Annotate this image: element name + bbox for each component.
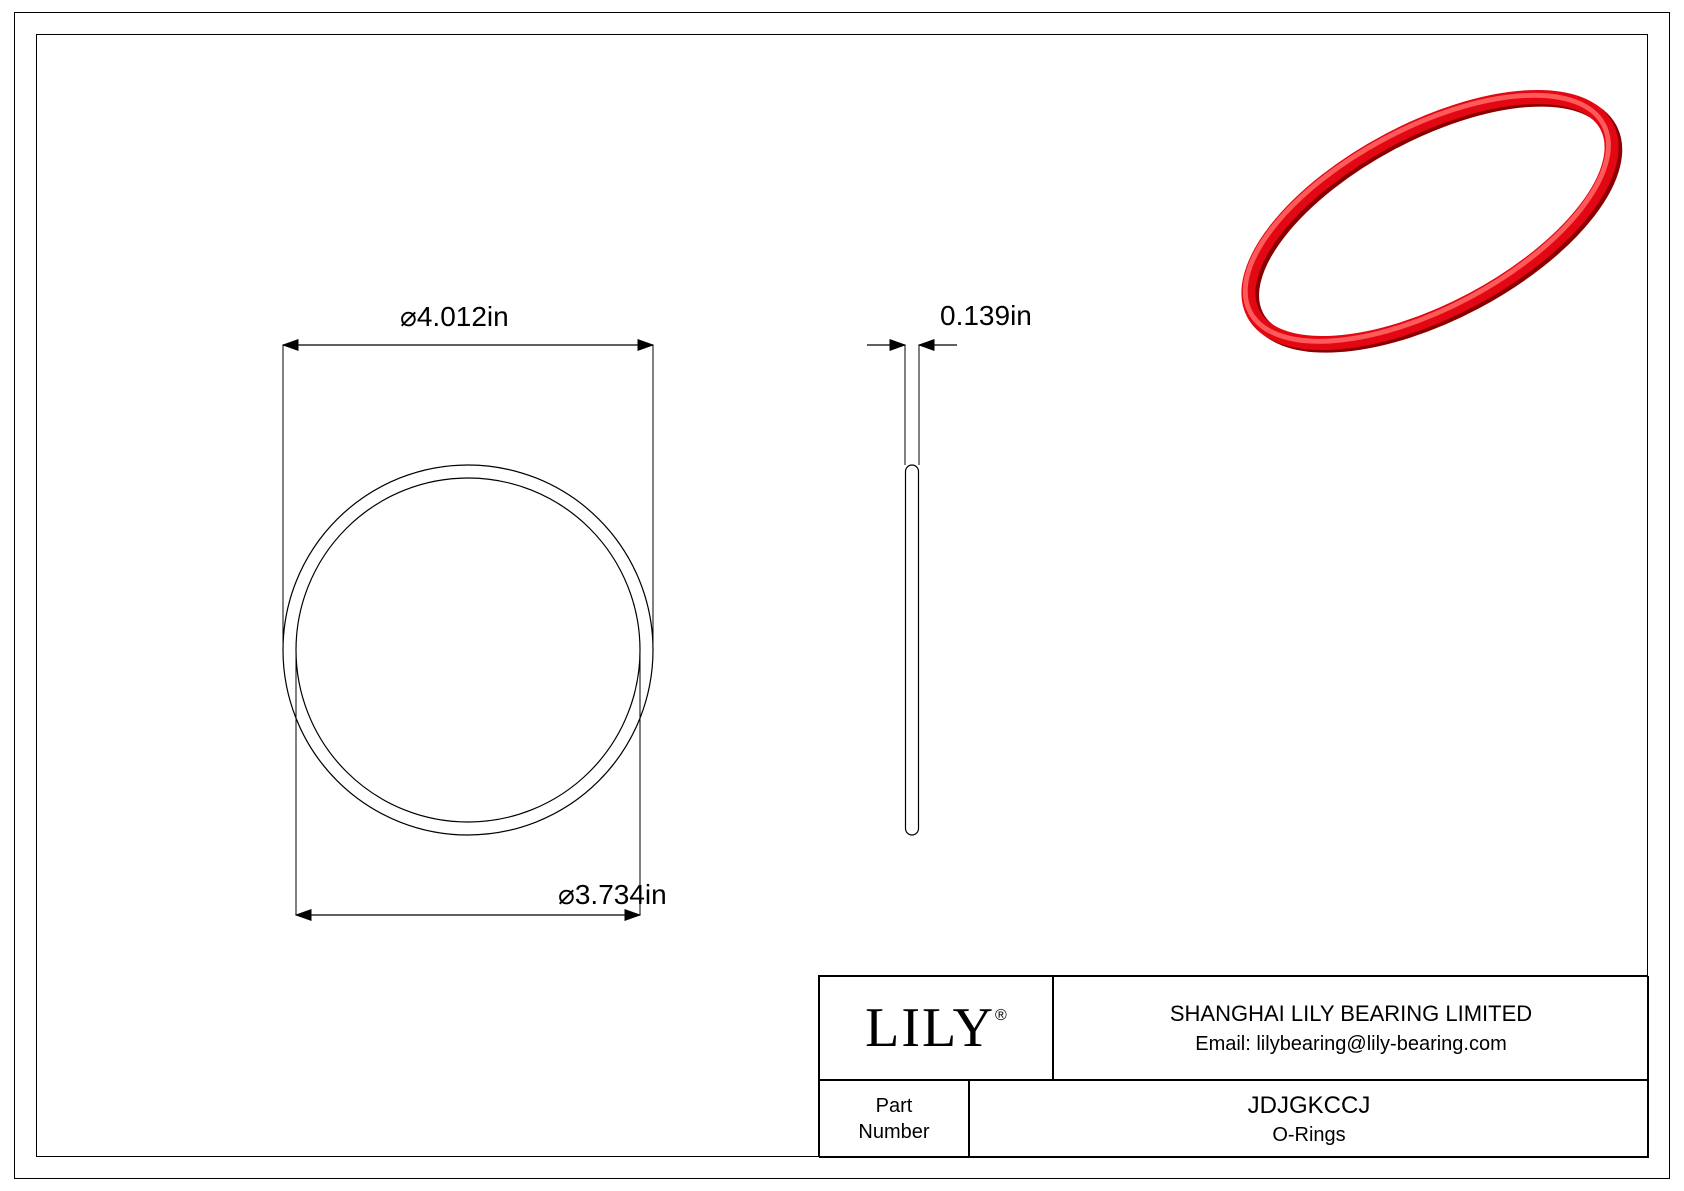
part-value-cell: JDJGKCCJ O-Rings — [969, 1080, 1649, 1158]
part-label-line1: Part — [876, 1093, 913, 1119]
logo-text: LILY® — [865, 996, 1007, 1060]
part-number: JDJGKCCJ — [1248, 1092, 1371, 1120]
isometric-oring — [1208, 43, 1653, 398]
inner-diameter-label: ⌀3.734in — [558, 878, 667, 911]
thickness-dimension — [867, 345, 957, 465]
front-view-ring — [283, 465, 653, 835]
thickness-label: 0.139in — [940, 300, 1032, 332]
part-label-cell: Part Number — [819, 1080, 969, 1158]
title-block: LILY® SHANGHAI LILY BEARING LIMITED Emai… — [818, 975, 1648, 1157]
registered-icon: ® — [995, 1007, 1007, 1024]
logo-cell: LILY® — [819, 976, 1053, 1080]
company-cell: SHANGHAI LILY BEARING LIMITED Email: lil… — [1053, 976, 1649, 1080]
logo-name: LILY — [865, 997, 995, 1059]
company-email: Email: lilybearing@lily-bearing.com — [1195, 1033, 1507, 1056]
outer-diameter-label: ⌀4.012in — [400, 300, 509, 333]
side-view — [906, 465, 919, 835]
part-label-line2: Number — [858, 1119, 929, 1145]
part-description: O-Rings — [1272, 1124, 1345, 1147]
inner-diameter-dimension — [296, 650, 640, 915]
outer-diameter-dimension — [283, 345, 653, 650]
company-name: SHANGHAI LILY BEARING LIMITED — [1170, 1001, 1532, 1027]
